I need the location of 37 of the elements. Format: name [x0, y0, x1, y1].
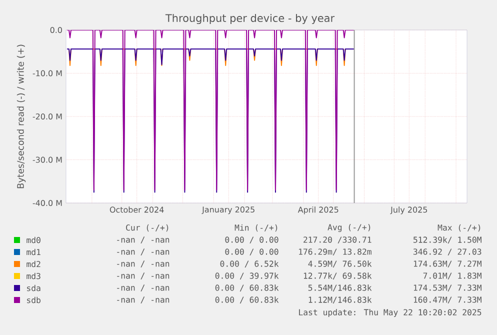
text: 512.39k/ 1.50M: [414, 236, 482, 244]
text: -nan / -nan: [117, 296, 170, 304]
chart-title: Throughput per device - by year: [165, 14, 335, 24]
text: Cur (-/+): [126, 224, 168, 232]
text: -nan / -nan: [117, 284, 170, 292]
y-axis-title: Bytes/second read (-) / write (+): [16, 44, 26, 188]
text: -nan / -nan: [117, 272, 170, 280]
text: 0.00 / 60.83k: [215, 296, 279, 304]
text: Last update: Thu May 22 10:20:02 2025: [299, 309, 482, 317]
text: 160.47M/ 7.33M: [414, 296, 482, 304]
text: Min (-/+): [234, 224, 278, 232]
text: -nan / -nan: [117, 236, 170, 244]
legend-label: md0: [26, 236, 40, 244]
text: 5.54M/146.83k: [308, 284, 372, 292]
text: -nan / -nan: [117, 260, 170, 268]
legend-label: md3: [26, 272, 40, 280]
text: 0.00 / 60.83k: [215, 284, 279, 292]
text: 0.00 / 0.00: [225, 236, 278, 244]
text: Avg (-/+): [328, 224, 370, 232]
text: 7.01M/ 1.83M: [423, 272, 482, 280]
text: 12.77k/ 69.58k: [304, 272, 372, 280]
text: 0.00 / 39.97k: [215, 272, 279, 280]
text: 346.92 / 27.03: [413, 248, 482, 256]
text: Max (-/+): [438, 224, 480, 232]
text: 174.63M/ 7.27M: [414, 260, 482, 268]
text: 176.29m/ 13.82m: [299, 248, 372, 256]
text: 4.59M/ 76.50k: [308, 260, 372, 268]
legend-label: sdb: [27, 296, 40, 304]
text: 174.53M/ 7.33M: [414, 284, 482, 292]
legend-label: md2: [26, 260, 40, 268]
text: -nan / -nan: [117, 248, 170, 256]
text: 217.20 /330.71: [304, 236, 372, 244]
text: 0.00 / 0.00: [225, 248, 278, 256]
legend-label: md1: [26, 248, 40, 256]
legend-label: sda: [27, 284, 40, 292]
text: 0.00 / 6.52k: [220, 260, 279, 268]
text: 1.12M/146.83k: [308, 296, 372, 304]
